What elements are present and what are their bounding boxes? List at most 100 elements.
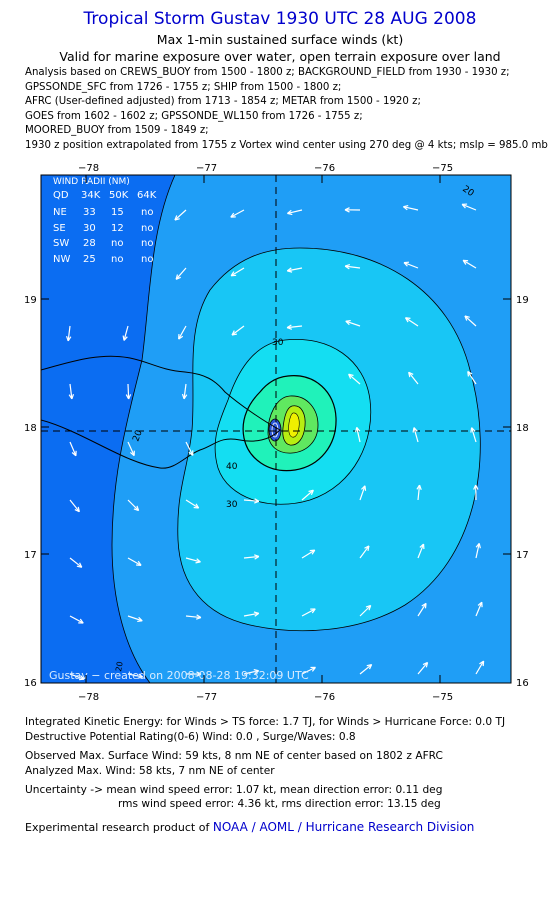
wind-arrow-head — [178, 335, 184, 340]
wind-arrow-shaft — [359, 605, 372, 617]
wind-arrow-head — [344, 209, 350, 213]
wind-arrow-head — [473, 484, 477, 490]
wind-arrow-shaft — [475, 660, 485, 675]
wind-arrow-head — [464, 315, 468, 321]
ike-text: Integrated Kinetic Energy: for Winds > T… — [25, 716, 506, 728]
wind-radii-cell: no — [141, 254, 153, 265]
wind-arrow-shaft — [287, 325, 303, 329]
wind-arrow-head — [231, 330, 235, 336]
wind-arrow-head — [254, 500, 260, 504]
contour-label-30: 30 — [226, 500, 238, 510]
wind-arrow-head — [405, 317, 411, 319]
wind-arrow-shaft — [127, 383, 130, 400]
wind-arrow-shaft — [243, 555, 259, 559]
wind-radii-header-qd: QD — [53, 190, 69, 201]
wind-radii-cell: 28 — [83, 238, 96, 249]
wind-arrow-head — [311, 667, 316, 672]
wind-arrow-head — [77, 506, 80, 512]
wind-radii-cell: no — [141, 207, 153, 218]
lat-tick-label-right: 16 — [516, 678, 529, 689]
wind-arrow-shaft — [67, 325, 71, 341]
map-subtitle-exposure: Valid for marine exposure over water, op… — [59, 49, 501, 64]
wind-radii-cell: no — [141, 223, 153, 234]
hrd-link[interactable]: NOAA / AOML / Hurricane Research Divisio… — [212, 820, 475, 834]
wind-arrow-head — [68, 394, 73, 400]
wind-arrow-head — [181, 393, 185, 400]
wind-arrow-shaft — [359, 664, 373, 675]
wind-vectors — [66, 203, 485, 681]
wind-arrow-head — [408, 372, 411, 378]
dpr-text: Destructive Potential Rating(0-6) Wind: … — [25, 731, 356, 743]
wind-arrow-shaft — [230, 209, 245, 218]
wind-arrow-head — [475, 542, 480, 548]
wind-arrow-head — [188, 451, 194, 456]
wind-arrow-head — [74, 509, 80, 513]
wind-arrow-shaft — [127, 615, 143, 622]
analyzed-max-wind: Analyzed Max. Wind: 58 kts, 7 nm NE of c… — [25, 765, 275, 777]
analysis-line: 1930 z position extrapolated from 1755 z… — [25, 139, 548, 151]
wind-arrow-head — [286, 324, 292, 329]
wind-arrow-shaft — [475, 601, 483, 617]
wind-arrow-head — [416, 484, 421, 490]
wind-arrow-head — [254, 498, 260, 502]
observed-max-wind: Observed Max. Surface Wind: 59 kts, 8 nm… — [25, 750, 443, 762]
wind-arrow-head — [196, 671, 202, 675]
wind-arrow-head — [254, 554, 260, 558]
wind-arrow-shaft — [403, 206, 419, 211]
contour-label-40: 40 — [226, 462, 238, 472]
wind-arrow-shaft — [178, 325, 187, 340]
wind-arrow-head — [412, 427, 415, 433]
wind-arrow-head — [310, 489, 314, 496]
wind-arrow-head — [475, 484, 479, 490]
wind-arrow-shaft — [345, 320, 361, 327]
wind-arrow-shaft — [356, 427, 361, 443]
map-plot-area: 20 30 30 40 20 20 WIND RADII (NM) QD 34K… — [41, 175, 511, 683]
wind-arrow-shaft — [183, 383, 187, 399]
wind-arrow-shaft — [359, 545, 370, 559]
wind-radii-cell: 25 — [83, 254, 96, 265]
wind-arrow-head — [287, 212, 293, 216]
wind-arrow-head — [254, 670, 260, 675]
analysis-sources: Analysis based on CREWS_BUOY from 1500 -… — [25, 66, 548, 153]
wind-arrow-head — [123, 336, 128, 341]
wind-arrow-head — [137, 560, 142, 566]
wind-arrow-shaft — [127, 673, 143, 678]
wind-arrow-shaft — [231, 325, 245, 336]
wind-arrow-head — [67, 336, 72, 342]
wind-arrow-shaft — [185, 441, 194, 456]
axis-ticks — [41, 175, 511, 683]
wind-arrow-shaft — [243, 670, 259, 675]
wind-arrow-shaft — [243, 499, 259, 502]
wind-arrow-shaft — [69, 557, 83, 568]
analysis-line: AFRC (User-defined adjusted) from 1713 -… — [25, 96, 421, 107]
wind-arrow-head — [196, 616, 202, 620]
wind-arrow-head — [355, 427, 358, 433]
wind-arrow-head — [344, 207, 350, 211]
lon-tick-label-bottom: −75 — [432, 692, 453, 703]
wind-radii-cell: 33 — [83, 207, 96, 218]
wind-arrow-head — [138, 616, 143, 622]
wind-radii-cell: SW — [53, 238, 69, 249]
wind-arrow-head — [467, 371, 470, 377]
wind-arrow-shaft — [185, 615, 201, 619]
wind-arrow-head — [254, 555, 260, 560]
map-frame — [40, 174, 512, 684]
wind-arrow-head — [311, 549, 316, 555]
wind-arrow-shaft — [174, 209, 187, 221]
wind-arrow-shaft — [348, 373, 361, 385]
lat-tick-label-left: 17 — [24, 550, 37, 561]
lon-tick-label-top: −78 — [78, 163, 99, 174]
lat-tick-label-left: 16 — [24, 678, 37, 689]
wind-arrow-head — [129, 452, 135, 457]
wind-arrow-head — [136, 505, 140, 511]
wind-arrow-shaft — [301, 666, 316, 675]
analysis-line: GOES from 1602 - 1602 z; GPSSONDE_WL150 … — [25, 110, 363, 122]
wind-arrow-head — [419, 543, 424, 548]
wind-arrow-shaft — [69, 383, 73, 399]
wind-arrow-shaft — [287, 209, 303, 215]
wind-arrow-head — [79, 562, 83, 568]
wind-arrow-shaft — [475, 543, 480, 559]
wind-arrow-head — [477, 601, 483, 606]
wind-arrow-shaft — [417, 543, 425, 559]
wind-arrow-head — [461, 203, 466, 209]
